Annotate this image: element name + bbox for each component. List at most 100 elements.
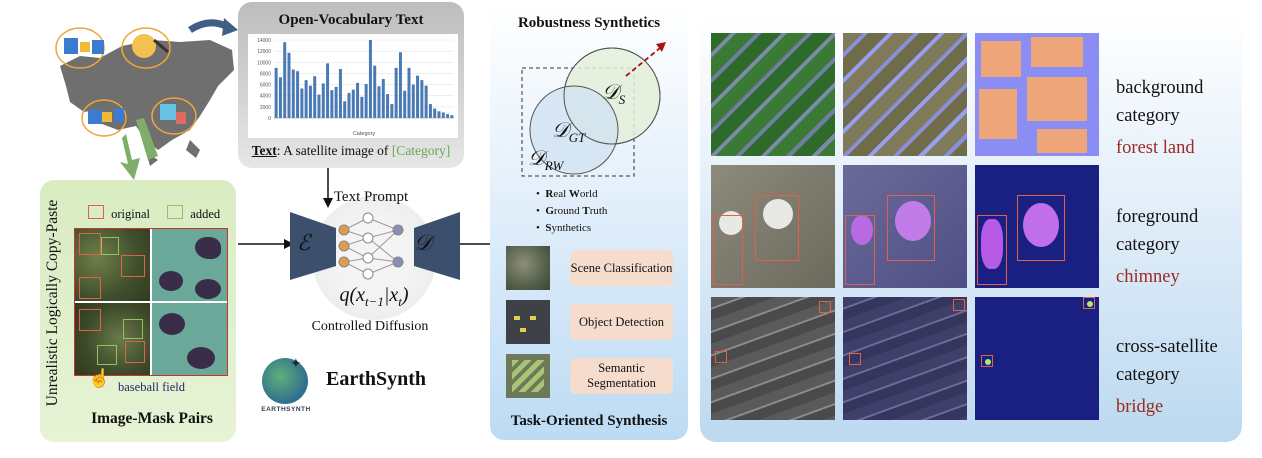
satellite-icon-1: [55, 27, 105, 69]
forest-overlay: [843, 33, 967, 156]
bar: [420, 80, 424, 118]
detection-thumbnail: [506, 300, 550, 344]
satellite-icon-3: [81, 99, 127, 137]
label-unrealistic: Unrealistic: [44, 338, 61, 407]
open-vocab-caption: Text: A satellite image of [Category]: [238, 143, 464, 159]
bar: [428, 104, 432, 118]
bar: [403, 90, 407, 118]
encoder-trapezoid: [290, 212, 336, 280]
bar: [274, 67, 278, 118]
label-copy-paste: Copy-Paste: [44, 199, 61, 272]
bar: [446, 114, 450, 118]
bar: [296, 71, 300, 118]
x-axis-label: Category: [353, 131, 376, 137]
earthsynth-logo: [262, 358, 308, 404]
category-chimney: chimney: [1116, 267, 1180, 287]
bar: [278, 77, 282, 118]
y-tick-label: 10000: [257, 60, 271, 66]
satellite-icon-4: [151, 97, 197, 135]
bullet-ground-truth: • Ground Truth: [536, 205, 608, 217]
bar: [373, 65, 377, 118]
baseball-field-label: baseball field: [118, 380, 185, 394]
forest-mask: [975, 33, 1099, 156]
label-logically: Logically: [44, 275, 61, 335]
category-forest-land: forest land: [1116, 138, 1195, 158]
mask-legend: original added: [88, 205, 220, 222]
bar: [437, 111, 441, 118]
caption-placeholder: [Category]: [391, 143, 451, 158]
bar: [381, 79, 385, 118]
red-dashed-arrow: [625, 47, 661, 77]
encoder-symbol: ℰ: [297, 230, 311, 255]
bar: [398, 52, 402, 118]
asia-map-shape: [60, 40, 234, 166]
bridge-mask: [975, 297, 1099, 420]
bar: [330, 90, 334, 118]
bar: [411, 84, 415, 118]
bar: [441, 112, 445, 118]
bar: [390, 104, 394, 118]
bar: [407, 67, 411, 118]
network-nodes: [338, 212, 404, 280]
row-label-cross-satellite: cross-satellite category bridge: [1116, 333, 1218, 421]
category-bar-chart: 14000 12000 10000 8000 6000 4000 2000 0 Category: [248, 34, 458, 138]
bar: [351, 89, 355, 118]
bar: [360, 96, 364, 118]
chimney-overlay: [843, 165, 967, 288]
robustness-bullets: • Real World • Ground Truth • Synthetics: [536, 186, 607, 237]
drw-label: 𝒟RW: [528, 146, 564, 174]
open-vocab-title: Open-Vocabulary Text: [278, 12, 424, 28]
bar: [300, 88, 304, 118]
text-prompt-label: Text Prompt: [333, 189, 409, 205]
venn-diagram: [521, 42, 666, 177]
satellite-icon-2: [121, 27, 171, 69]
bar: [321, 83, 325, 118]
vertical-labels: Unrealistic Logically Copy-Paste: [44, 188, 70, 418]
bar: [450, 115, 454, 118]
bullet-real-world: • Real World: [536, 188, 598, 200]
bar: [394, 67, 398, 118]
dgt-label: 𝒟GT: [552, 118, 586, 146]
bar: [356, 82, 360, 118]
bar: [364, 84, 368, 118]
caption-bold: Text: [251, 143, 277, 158]
row-label-background: background category forest land: [1116, 74, 1203, 162]
task-scene-classification[interactable]: Scene Classification: [570, 250, 673, 286]
down-arrow-icon: [120, 134, 140, 180]
forest-image: [711, 33, 835, 156]
legend-original-label: original: [111, 207, 151, 221]
bar: [377, 86, 381, 118]
bar: [283, 42, 287, 118]
bar: [433, 108, 437, 118]
bar: [304, 80, 308, 118]
y-tick-label: 12000: [257, 49, 271, 55]
bar: [317, 94, 321, 118]
legend-original-swatch: [88, 205, 104, 219]
chimney-mask: [975, 165, 1099, 288]
bar: [343, 101, 347, 118]
robustness-title: Robustness Synthetics: [517, 15, 661, 31]
bullet-synthetics: • Synthetics: [536, 222, 592, 234]
image-mask-grid: [74, 228, 228, 376]
bridge-image: [711, 297, 835, 420]
chimney-image: [711, 165, 835, 288]
bridge-overlay: [843, 297, 967, 420]
bar: [424, 85, 428, 118]
legend-added-label: added: [190, 207, 221, 221]
scene-thumbnail: [506, 246, 550, 290]
controlled-diffusion-caption: Controlled Diffusion: [311, 319, 429, 334]
y-tick-label: 8000: [260, 71, 271, 77]
category-bridge: bridge: [1116, 397, 1164, 417]
task-oriented-title: Task-Oriented Synthesis: [510, 413, 668, 429]
aerial-image-top: [75, 229, 150, 301]
bar: [308, 85, 312, 118]
bar: [291, 69, 295, 118]
decoder-trapezoid: [414, 212, 460, 280]
task-semantic-segmentation[interactable]: Semantic Segmentation: [570, 358, 673, 394]
bar: [338, 68, 342, 118]
image-mask-title: Image-Mask Pairs: [91, 410, 213, 427]
bar: [313, 76, 317, 118]
asia-map-illustration: [55, 18, 238, 180]
task-object-detection[interactable]: Object Detection: [570, 304, 673, 340]
diffusion-formula: q(xt−1|xt): [339, 284, 409, 309]
